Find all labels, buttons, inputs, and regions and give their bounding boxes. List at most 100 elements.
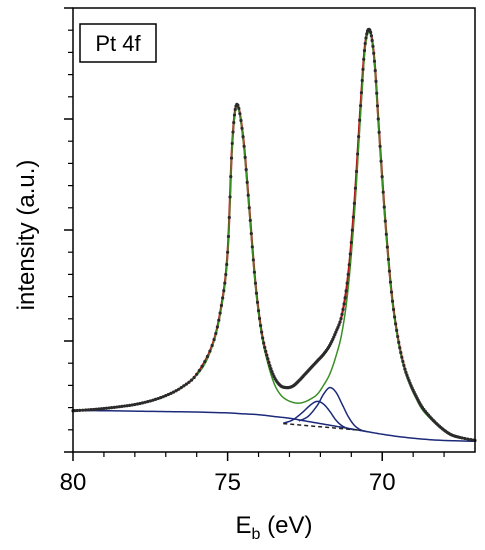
measured-point: [382, 205, 386, 209]
measured-point: [396, 334, 400, 339]
measured-point: [230, 141, 234, 146]
measured-point: [371, 44, 375, 48]
measured-point: [387, 269, 392, 273]
measured-point: [92, 407, 96, 412]
measured-point: [377, 130, 381, 134]
measured-point: [73, 409, 77, 413]
measured-point: [403, 367, 407, 371]
measured-point: [375, 91, 379, 95]
measured-point: [406, 376, 410, 380]
measured-point: [383, 219, 387, 223]
measured-point: [120, 404, 124, 408]
measured-point: [385, 245, 389, 249]
measured-point: [255, 300, 260, 304]
measured-point: [166, 392, 170, 397]
measured-point: [372, 59, 377, 63]
measured-point: [393, 315, 397, 319]
measured-point: [358, 104, 363, 108]
measured-point: [343, 296, 347, 300]
measured-point: [151, 398, 155, 402]
oxide-component-1-line: [283, 400, 355, 431]
measured-point: [244, 167, 248, 172]
measured-point: [135, 402, 140, 406]
measured-point: [374, 79, 378, 83]
measured-point: [337, 323, 341, 327]
measured-point: [352, 201, 356, 205]
x-tick-label: 75: [214, 469, 241, 496]
measured-point: [269, 367, 273, 371]
measured-point: [225, 262, 229, 267]
measured-point: [332, 335, 336, 339]
measured-point: [364, 36, 368, 40]
measured-point: [99, 407, 103, 411]
measured-point: [215, 325, 219, 329]
measured-point: [243, 155, 247, 160]
measured-point: [174, 389, 178, 393]
measured-point: [94, 407, 98, 411]
measured-point: [347, 263, 351, 267]
measured-point: [266, 357, 270, 361]
measured-point: [463, 436, 467, 441]
measured-point: [360, 78, 364, 83]
measured-point: [246, 193, 250, 197]
measured-point: [182, 384, 186, 388]
measured-point: [238, 112, 242, 116]
measured-point: [89, 408, 93, 412]
measured-point: [341, 307, 345, 311]
measured-point: [256, 309, 261, 313]
measured-point: [110, 406, 114, 410]
measured-point: [402, 363, 406, 368]
measured-point: [259, 323, 263, 328]
measured-point: [217, 318, 221, 322]
measured-point: [179, 386, 183, 390]
measured-point: [348, 252, 352, 256]
measured-point: [237, 106, 241, 111]
measured-point: [138, 401, 142, 406]
measured-point: [395, 328, 399, 332]
measured-point: [78, 408, 82, 412]
measured-point: [384, 232, 388, 236]
measured-point: [268, 364, 272, 368]
measured-point: [140, 401, 145, 405]
measured-point: [263, 345, 267, 349]
annotation-box: Pt 4f: [79, 23, 157, 63]
measured-point: [342, 302, 346, 306]
measured-point: [460, 436, 464, 440]
tick-layer: [64, 7, 445, 461]
measured-point: [338, 320, 342, 324]
measured-point: [226, 250, 230, 254]
measured-point: [104, 406, 109, 410]
measured-point: [214, 331, 218, 336]
background-line: [72, 409, 476, 443]
linear-baseline-line: [283, 422, 361, 431]
measured-point: [203, 359, 207, 364]
measured-point: [200, 364, 204, 368]
measured-point: [125, 404, 129, 408]
measured-point: [346, 272, 350, 276]
measured-point: [363, 41, 367, 46]
measured-point: [340, 312, 344, 316]
measured-point: [267, 360, 271, 364]
measured-point: [333, 333, 337, 337]
measured-point: [404, 370, 408, 374]
measured-point: [394, 322, 398, 326]
measured-point: [84, 408, 88, 412]
measured-point: [171, 390, 176, 394]
measured-point: [457, 435, 462, 439]
measured-point: [252, 270, 257, 274]
measured-point: [227, 215, 231, 220]
measured-point: [354, 169, 359, 174]
measured-point: [236, 103, 240, 107]
measured-point: [240, 126, 244, 130]
measured-point: [218, 311, 222, 315]
measured-point: [146, 400, 150, 404]
measured-point: [107, 406, 111, 410]
measured-point: [401, 359, 405, 364]
measured-point: [226, 234, 231, 239]
measured-point: [161, 395, 165, 399]
measured-point: [264, 349, 268, 353]
tick-label-layer: 80 75 70: [60, 469, 396, 496]
measured-point: [345, 281, 349, 285]
measured-point: [399, 351, 403, 355]
measured-point: [164, 394, 168, 398]
